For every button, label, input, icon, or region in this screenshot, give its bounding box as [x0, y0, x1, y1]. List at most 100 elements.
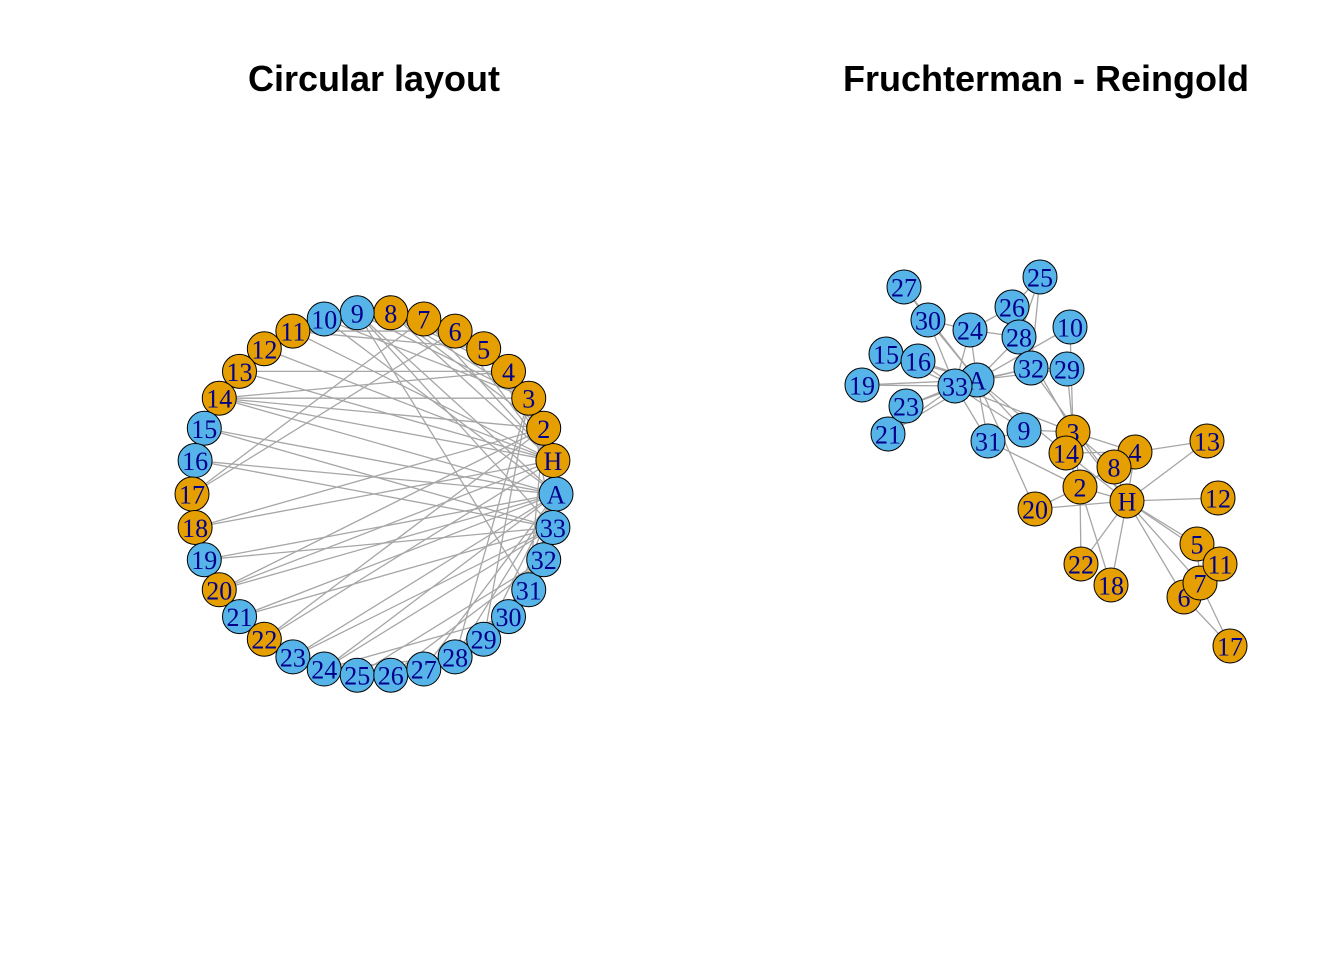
edge-15-A [204, 427, 557, 495]
node-label-28: 28 [442, 643, 468, 672]
edge-2-18 [194, 427, 544, 529]
node-30: 30 [910, 302, 946, 338]
node-label-18: 18 [1098, 572, 1124, 601]
node-circle-2 [526, 410, 562, 446]
node-label-9: 9 [351, 299, 364, 328]
node-32: 32 [1013, 350, 1049, 386]
node-10: 10 [306, 301, 342, 337]
node-33: 33 [937, 368, 973, 404]
node-circle-4 [490, 353, 526, 389]
node-circle-29 [1049, 351, 1085, 387]
node-label-29: 29 [471, 626, 497, 655]
edge-7-17 [191, 318, 425, 495]
node-circle-11 [275, 313, 311, 349]
node-12: 12 [246, 331, 282, 367]
node-24: 24 [306, 651, 342, 687]
node-label-8: 8 [384, 299, 397, 328]
edge-27-A [423, 493, 557, 670]
node-11: 11 [1202, 546, 1238, 582]
node-label-16: 16 [182, 447, 208, 476]
node-circle-23 [275, 639, 311, 675]
node-label-2: 2 [537, 415, 550, 444]
node-13: 13 [1189, 423, 1225, 459]
node-19: 19 [844, 367, 880, 403]
node-label-5: 5 [1191, 531, 1204, 560]
node-circle-23 [888, 388, 924, 424]
node-label-27: 27 [891, 274, 917, 303]
node-circle-31 [511, 572, 547, 608]
node-label-27: 27 [411, 656, 437, 685]
edge-H-8 [390, 312, 554, 462]
node-label-3: 3 [522, 385, 535, 414]
edge-2-20 [218, 427, 544, 591]
node-circle-27 [406, 651, 442, 687]
node-label-A: A [968, 367, 987, 396]
edge-16-33 [194, 459, 554, 529]
node-label-15: 15 [191, 415, 217, 444]
node-5: 5 [1179, 526, 1215, 562]
node-circle-33 [535, 509, 571, 545]
edge-24-33 [323, 526, 554, 670]
node-circle-28 [1001, 319, 1037, 355]
node-10: 10 [1052, 309, 1088, 345]
edge-20-A [219, 493, 557, 591]
edge-4-14 [219, 370, 509, 399]
node-15: 15 [868, 336, 904, 372]
node-circle-19 [844, 367, 880, 403]
node-circle-28 [437, 639, 473, 675]
node-label-31: 31 [516, 576, 542, 605]
node-27: 27 [406, 651, 442, 687]
node-label-28: 28 [1006, 324, 1032, 353]
node-A: A [538, 476, 574, 512]
node-label-10: 10 [311, 305, 337, 334]
node-label-7: 7 [417, 305, 430, 334]
node-circle-5 [466, 331, 502, 367]
node-label-9: 9 [1018, 417, 1031, 446]
node-label-14: 14 [1053, 440, 1079, 469]
edge-9-33 [356, 312, 554, 528]
edge-H-13 [239, 370, 554, 462]
edge-H-12 [264, 348, 554, 462]
node-label-22: 22 [1068, 551, 1094, 580]
edge-21-A [239, 493, 557, 618]
node-circle-13 [1189, 423, 1225, 459]
node-circle-21 [870, 416, 906, 452]
node-label-8: 8 [1108, 454, 1121, 483]
node-circle-21 [222, 599, 258, 635]
edge-23-A [292, 493, 557, 658]
node-circle-31 [970, 423, 1006, 459]
node-16: 16 [177, 443, 213, 479]
node-label-17: 17 [179, 481, 205, 510]
node-circle-20 [201, 572, 237, 608]
node-23: 23 [275, 639, 311, 675]
node-circle-17 [1212, 628, 1248, 664]
node-circle-25 [1022, 259, 1058, 295]
node-20: 20 [1017, 491, 1053, 527]
node-label-18: 18 [182, 514, 208, 543]
node-6: 6 [437, 313, 473, 349]
node-23: 23 [888, 388, 924, 424]
node-label-17: 17 [1217, 633, 1243, 662]
node-28: 28 [437, 639, 473, 675]
node-2: 2 [1062, 469, 1098, 505]
node-label-23: 23 [893, 393, 919, 422]
node-circle-H [535, 443, 571, 479]
node-label-6: 6 [449, 318, 462, 347]
node-circle-30 [490, 599, 526, 635]
node-circle-30 [910, 302, 946, 338]
node-circle-5 [1179, 526, 1215, 562]
node-circle-14 [1048, 435, 1084, 471]
node-label-H: H [544, 447, 563, 476]
node-H: H [535, 443, 571, 479]
edge-9-31 [356, 312, 530, 591]
edge-20-A [976, 379, 1036, 510]
node-9: 9 [339, 295, 375, 331]
node-label-22: 22 [251, 626, 277, 655]
node-circle-18 [177, 509, 213, 545]
edge-H-22 [263, 460, 554, 640]
node-28: 28 [1001, 319, 1037, 355]
node-circle-14 [201, 380, 237, 416]
node-label-32: 32 [1018, 355, 1044, 384]
node-label-5: 5 [477, 335, 490, 364]
